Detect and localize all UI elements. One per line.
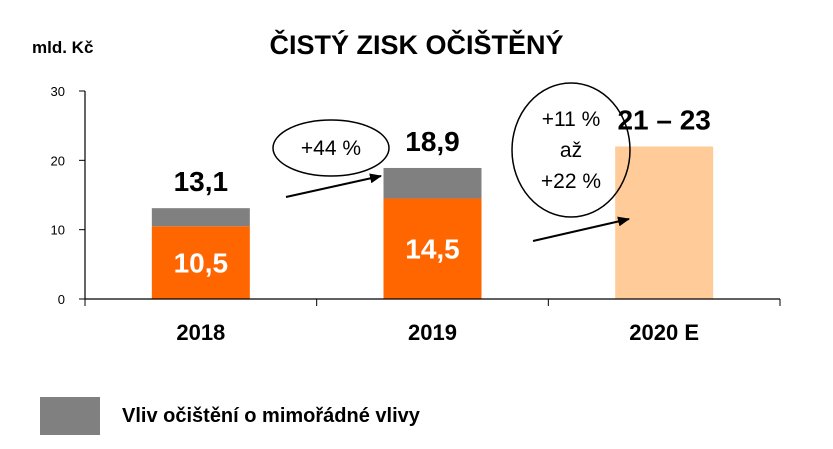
bar-2018-s1 (151, 208, 250, 227)
inner-value-label: 10,5 (174, 248, 229, 279)
y-tick-label: 20 (51, 153, 65, 168)
total-value-label: 13,1 (174, 166, 229, 197)
growth-label: až (560, 139, 582, 162)
growth-label: +22 % (541, 170, 601, 193)
x-tick-label: 2019 (408, 320, 457, 345)
growth-ellipse (272, 119, 390, 177)
y-tick-label: 10 (51, 223, 65, 238)
unit-label: mld. Kč (32, 38, 94, 57)
bar-2020-e-s2 (615, 146, 714, 299)
growth-ellipse (511, 82, 631, 218)
bar-2018-s0 (151, 226, 250, 299)
growth-label: +11 % (542, 108, 601, 131)
y-tick-label: 0 (58, 292, 65, 307)
legend-swatch (40, 397, 100, 435)
y-tick-label: 30 (51, 84, 65, 99)
total-value-label: 21 – 23 (617, 104, 710, 135)
legend: Vliv očištění o mimořádné vlivy (40, 397, 420, 435)
legend-label: Vliv očištění o mimořádné vlivy (122, 404, 420, 427)
growth-label: +44 % (301, 137, 361, 160)
bar-2019-s0 (383, 198, 482, 299)
x-tick-label: 2018 (176, 320, 225, 345)
bar-2019-s1 (383, 167, 482, 199)
growth-arrow (285, 173, 382, 198)
x-tick-label: 2020 E (629, 320, 699, 345)
chart-title: ČISTÝ ZISK OČIŠTĚNÝ (269, 30, 564, 60)
inner-value-label: 14,5 (405, 234, 460, 265)
total-value-label: 18,9 (405, 126, 460, 157)
growth-arrow (532, 216, 630, 242)
